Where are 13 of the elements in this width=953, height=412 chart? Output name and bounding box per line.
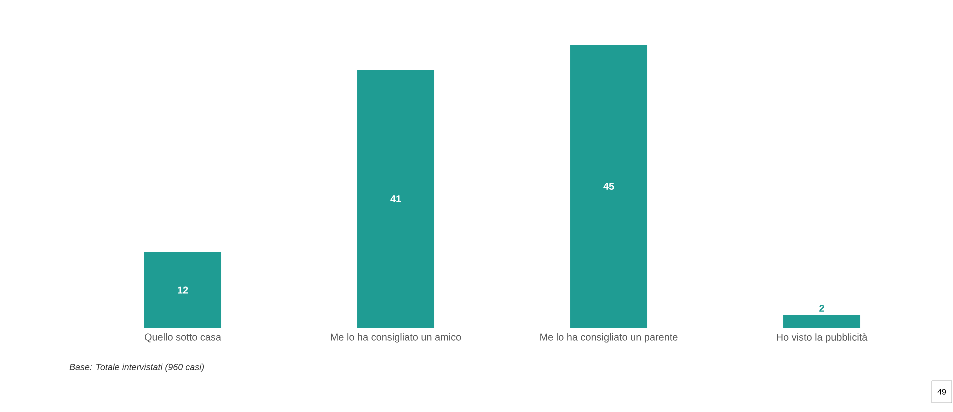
x-tick-label: Me lo ha consigliato un amico [331, 334, 462, 343]
x-tick-label: Me lo ha consigliato un parente [540, 334, 678, 343]
bar [570, 45, 648, 328]
bar [358, 70, 435, 328]
data-label: 41 [390, 196, 402, 203]
data-label: 45 [604, 183, 614, 190]
text: Base: Totale intervistati (960 casi) [70, 364, 204, 372]
x-tick-label: Quello sotto casa [144, 334, 222, 343]
data-label: 2 [820, 304, 824, 312]
data-label: 12 [178, 286, 188, 294]
bar [144, 252, 222, 328]
x-tick-label: Ho visto la pubblicità [777, 334, 868, 343]
bar [784, 315, 861, 328]
